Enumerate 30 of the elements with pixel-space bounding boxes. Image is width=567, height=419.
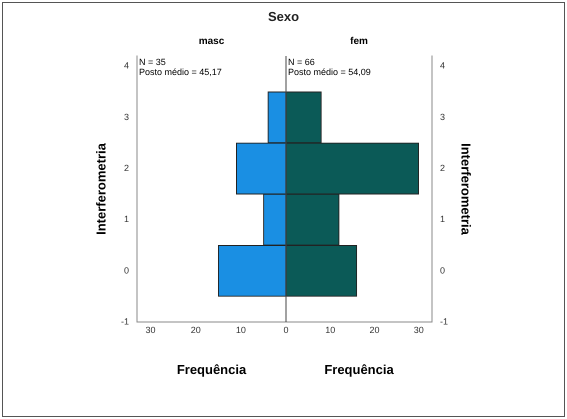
annotation: Posto médio = 45,17 (139, 66, 222, 77)
x-tick-label: 10 (325, 324, 336, 335)
y-axis-title: Interferometria (458, 143, 474, 236)
x-axis-title: Frequência (324, 362, 394, 377)
x-tick-label: 30 (146, 324, 156, 335)
y-tick-label: -1 (120, 316, 129, 326)
y-axis-title: Interferometria (93, 142, 108, 235)
y-tick-label: 1 (440, 214, 446, 224)
y-tick-label: 3 (124, 112, 129, 122)
annotation: Posto médio = 54,09 (288, 66, 371, 77)
chart-subtitle: fem (350, 36, 368, 47)
x-tick-label: 20 (190, 324, 201, 335)
chart-subtitle: masc (198, 36, 225, 47)
x-axis-title: Frequência (176, 362, 247, 377)
chart-title: Sexo (266, 9, 300, 24)
x-tick-label: 0 (283, 324, 289, 335)
annotation: N = 35 (139, 56, 166, 67)
x-tick-label: 10 (236, 324, 246, 335)
y-tick-label: 2 (124, 163, 129, 174)
y-tick-label: 0 (124, 265, 129, 276)
y-tick-label: 2 (440, 163, 446, 174)
x-tick-label: 20 (369, 324, 380, 335)
y-tick-label: 3 (440, 112, 446, 122)
y-tick-label: -1 (440, 316, 448, 326)
y-tick-label: 4 (440, 60, 446, 71)
y-tick-label: 1 (124, 214, 129, 224)
x-tick-label: 30 (414, 324, 424, 335)
annotation: N = 66 (288, 56, 315, 67)
y-tick-label: 4 (124, 60, 129, 71)
y-tick-label: 0 (440, 265, 446, 276)
